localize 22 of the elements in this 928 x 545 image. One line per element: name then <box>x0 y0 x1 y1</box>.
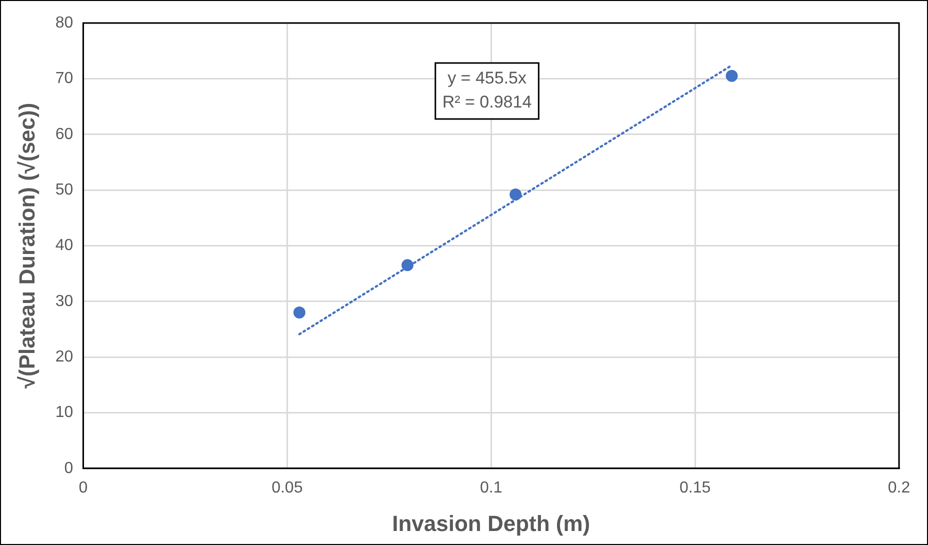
y-tick-label: 40 <box>55 237 74 254</box>
y-tick-label: 80 <box>55 14 74 32</box>
point <box>510 188 522 200</box>
y-tick-label: 10 <box>55 404 74 422</box>
point <box>401 259 414 272</box>
point <box>293 306 306 319</box>
y-tick-label: 70 <box>55 70 74 88</box>
y-tick-label: 20 <box>55 348 74 366</box>
x-tick-label: 0.05 <box>272 479 303 496</box>
x-axis-title: Invasion Depth (m) <box>392 510 590 536</box>
y-tick-label: 30 <box>55 292 74 310</box>
y-tick-label: 60 <box>55 126 74 143</box>
x-tick-label: 0.2 <box>888 479 910 496</box>
x-tick-label: 0 <box>78 479 88 496</box>
y-axis-title: √(Plateau Duration) (√(sec)) <box>14 102 40 389</box>
annotation: y = 455.5x <box>448 68 527 88</box>
y-tick-label: 0 <box>64 460 74 477</box>
x-tick-label: 0.1 <box>480 479 502 496</box>
point <box>726 70 738 82</box>
y-tick-label: 50 <box>55 181 74 198</box>
annotation: R² = 0.9814 <box>442 92 532 112</box>
x-tick-label: 0.15 <box>679 479 711 496</box>
